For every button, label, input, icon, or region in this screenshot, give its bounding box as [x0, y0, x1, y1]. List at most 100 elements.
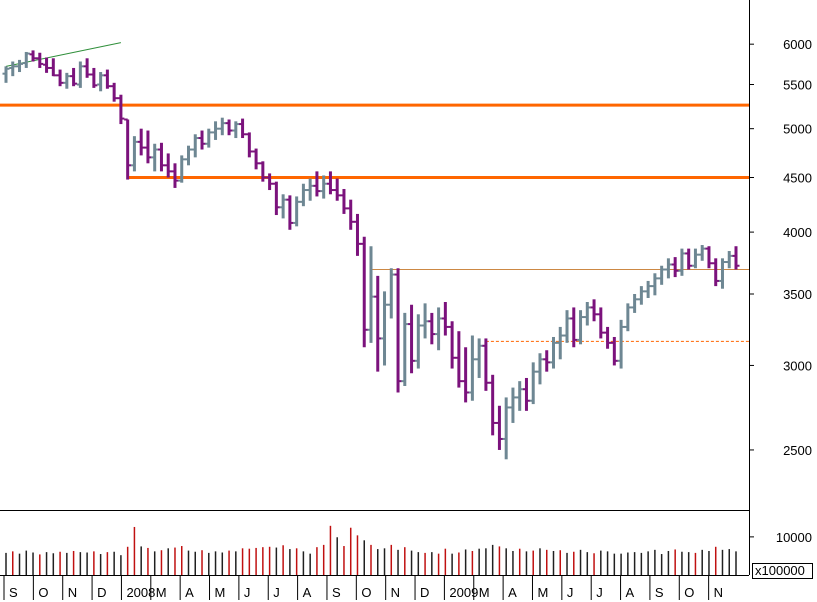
ohlc-bar	[610, 336, 618, 366]
ohlc-bar	[225, 119, 233, 136]
volume-axis: 10000 x100000	[749, 530, 813, 579]
ohlc-bar	[522, 377, 530, 411]
time-tick-label: S	[655, 585, 664, 600]
price-tick-label: 4000	[783, 225, 812, 240]
ohlc-bar	[644, 280, 652, 298]
chart-frame	[0, 0, 750, 576]
volume-bars	[5, 525, 737, 575]
ohlc-bar	[428, 312, 436, 345]
ohlc-bar	[266, 173, 274, 191]
ohlc-bar	[556, 326, 564, 360]
price-tick-label: 6000	[783, 37, 812, 52]
ohlc-bar	[340, 188, 348, 214]
ohlc-bar	[259, 161, 267, 182]
time-tick-label: 2008	[126, 585, 155, 600]
ohlc-bar	[414, 314, 422, 369]
price-tick-label: 5000	[783, 122, 812, 137]
ohlc-bar	[279, 194, 287, 219]
ohlc-bar	[151, 143, 159, 172]
volume-unit-label: x100000	[755, 563, 805, 578]
ohlc-bar	[455, 331, 463, 388]
ohlc-bar	[374, 275, 382, 372]
time-tick-label: A	[508, 585, 517, 600]
ohlc-bar	[232, 121, 240, 139]
ohlc-bar	[299, 183, 307, 207]
ohlc-bar	[712, 258, 720, 287]
time-tick-label: A	[626, 585, 635, 600]
ohlc-bar	[245, 132, 253, 158]
ohlc-bar	[550, 336, 557, 369]
ohlc-bar	[360, 236, 368, 348]
ohlc-bar	[70, 67, 78, 87]
ohlc-bar	[475, 338, 483, 378]
ohlc-bar	[718, 258, 726, 289]
ohlc-bar	[252, 148, 260, 170]
ohlc-bar	[482, 338, 490, 391]
ohlc-bar	[144, 130, 152, 164]
ohlc-bar	[462, 347, 470, 403]
ohlc-bar	[543, 350, 551, 372]
ohlc-bar	[205, 128, 213, 148]
ohlc-bar	[164, 153, 172, 178]
ohlc-bar	[685, 248, 693, 270]
ohlc-bar	[130, 136, 138, 172]
ohlc-bar	[333, 178, 341, 201]
ohlc-bar	[293, 196, 301, 227]
time-tick-label: O	[361, 585, 371, 600]
ohlc-bar	[529, 362, 537, 405]
ohlc-bar	[604, 326, 612, 349]
ohlc-bar	[421, 303, 429, 339]
ohlc-bar	[495, 405, 503, 450]
ohlc-bar	[536, 353, 544, 385]
ohlc-bar	[394, 268, 402, 393]
ohlc-bar	[347, 199, 355, 230]
ohlc-bar	[76, 61, 84, 88]
ohlc-bar	[664, 258, 672, 279]
ohlc-bar	[2, 66, 10, 83]
ohlc-bar	[90, 67, 98, 88]
ohlc-bar	[658, 265, 666, 285]
ohlc-bar	[124, 118, 132, 180]
ohlc-bar	[516, 381, 524, 411]
ohlc-bar	[691, 248, 699, 269]
ohlc-bar	[387, 268, 395, 319]
ohlc-bar	[590, 299, 598, 322]
ohlc-bar	[272, 181, 280, 216]
time-tick-label: N	[714, 585, 723, 600]
ohlc-bar	[36, 52, 44, 68]
ohlc-bar	[617, 319, 625, 369]
ohlc-bar	[671, 257, 679, 278]
ohlc-bar	[63, 72, 71, 89]
time-axis: S O N D 2008 M A M J J A S O N D 2009 M A M J J A S O N	[3, 576, 723, 600]
ohlc-bar	[320, 175, 328, 199]
horizontal-levels	[0, 103, 749, 342]
time-tick-label: N	[68, 585, 77, 600]
ohlc-bar	[367, 246, 375, 343]
ohlc-bar	[732, 246, 740, 270]
ohlc-bar	[191, 134, 199, 158]
time-tick-label: M	[537, 585, 548, 600]
price-tick-label: 3000	[783, 358, 812, 373]
ohlc-bar	[563, 310, 571, 343]
ohlc-bar	[110, 82, 118, 102]
ohlc-bar	[441, 302, 449, 336]
ohlc-bar	[468, 335, 476, 401]
ohlc-bar	[103, 69, 111, 89]
ohlc-bar	[583, 302, 591, 326]
time-tick-label: 2009	[449, 585, 478, 600]
ohlc-bar	[56, 69, 64, 87]
ohlc-bar	[212, 121, 220, 140]
ohlc-bar	[489, 374, 497, 436]
ohlc-bar	[705, 246, 713, 269]
ohlc-bar	[570, 307, 578, 348]
time-tick-label: N	[391, 585, 400, 600]
price-tick-label: 4500	[783, 171, 812, 186]
ohlc-bar	[22, 51, 30, 68]
ohlc-bar	[624, 303, 632, 332]
price-tick-label: 3500	[783, 287, 812, 302]
ohlc-bar	[408, 304, 416, 374]
time-tick-label: J	[273, 585, 280, 600]
ohlc-bar	[435, 307, 443, 351]
ohlc-bar	[448, 321, 456, 369]
